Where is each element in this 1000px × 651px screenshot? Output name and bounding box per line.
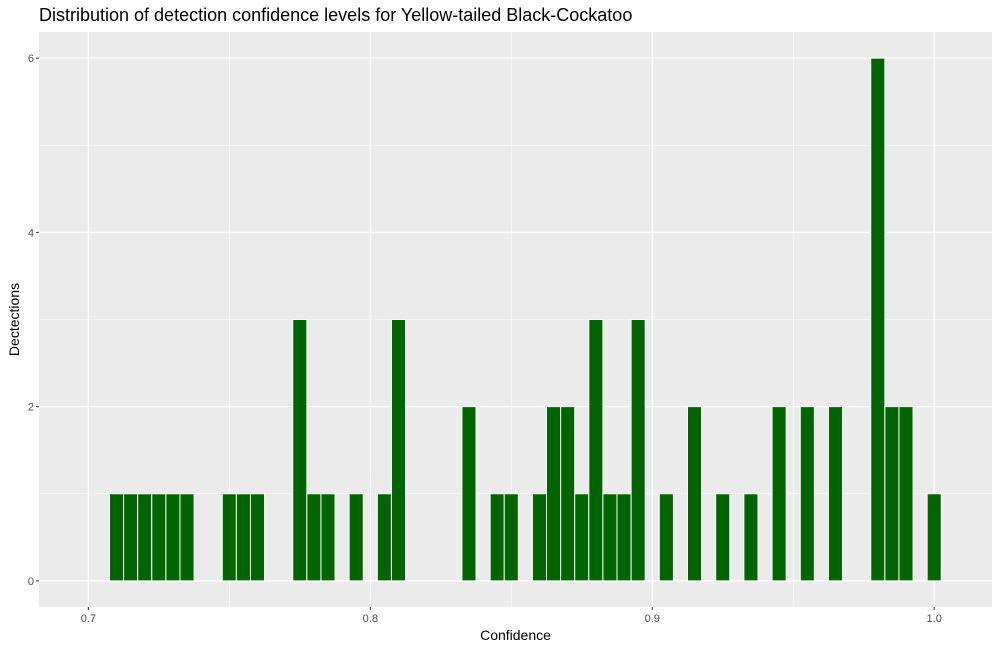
- x-tick-label: 0.8: [363, 613, 378, 625]
- chart-title: Distribution of detection confidence lev…: [39, 5, 632, 25]
- histogram-bar: [602, 493, 618, 582]
- x-tick-label: 0.9: [645, 613, 660, 625]
- histogram-bar: [235, 493, 251, 582]
- y-axis-title: Dectections: [6, 283, 22, 356]
- histogram-bar: [503, 493, 519, 582]
- histogram-bar: [630, 319, 646, 582]
- y-axis: 0 2 4 6: [28, 53, 39, 588]
- y-tick-label: 2: [28, 402, 34, 414]
- histogram-bar: [926, 493, 942, 582]
- histogram-bar: [546, 406, 562, 582]
- histogram-bar: [306, 493, 322, 582]
- histogram-bar: [616, 493, 632, 582]
- histogram-bar: [743, 493, 759, 582]
- histogram-bar: [799, 406, 815, 582]
- y-tick-label: 6: [28, 53, 34, 65]
- x-axis: 0.7 0.8 0.9 1.0: [81, 607, 942, 625]
- x-axis-title: Confidence: [480, 627, 551, 643]
- histogram-bar: [292, 319, 308, 582]
- x-tick-label: 0.7: [81, 613, 96, 625]
- histogram-bar: [151, 493, 167, 582]
- histogram-bar: [715, 493, 731, 582]
- histogram-bar: [179, 493, 195, 582]
- histogram-bar: [249, 493, 266, 582]
- histogram-bar: [560, 406, 576, 582]
- histogram-bar: [771, 406, 787, 582]
- y-tick-label: 4: [28, 227, 34, 239]
- histogram-bar: [461, 406, 477, 582]
- histogram-bar: [165, 493, 181, 582]
- histogram-bar: [390, 319, 407, 582]
- bars: [108, 57, 942, 582]
- histogram-bar: [348, 493, 364, 582]
- histogram-bar: [588, 319, 604, 582]
- y-tick-label: 0: [28, 576, 34, 588]
- histogram-bar: [870, 57, 886, 582]
- histogram-bar: [574, 493, 590, 582]
- histogram-bar: [686, 406, 703, 582]
- histogram-bar: [376, 493, 392, 582]
- histogram-bar: [827, 406, 844, 582]
- histogram-bar: [884, 406, 900, 582]
- histogram-bar: [898, 406, 914, 582]
- histogram-bar: [531, 493, 548, 582]
- histogram-bar: [320, 493, 336, 582]
- histogram-bar: [489, 493, 505, 582]
- x-tick-label: 1.0: [927, 613, 942, 625]
- histogram-bar: [658, 493, 674, 582]
- histogram-bar: [123, 493, 139, 582]
- histogram-bar: [108, 493, 125, 582]
- histogram-bar: [221, 493, 237, 582]
- histogram-bar: [137, 493, 153, 582]
